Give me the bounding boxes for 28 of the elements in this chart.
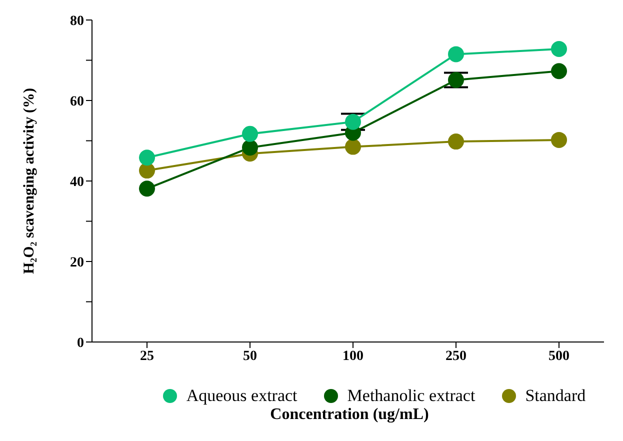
y-tick-label: 40 bbox=[70, 174, 84, 190]
point bbox=[139, 162, 155, 179]
y-tick-label: 20 bbox=[70, 255, 84, 270]
point bbox=[139, 150, 155, 166]
point bbox=[139, 180, 155, 197]
y-axis-title: H₂O₂ scavenging activity (%) bbox=[21, 88, 38, 274]
point bbox=[551, 63, 567, 80]
x-tick-label: 25 bbox=[140, 348, 154, 364]
point bbox=[551, 132, 567, 148]
x-axis-title: Concentration (ug/mL) bbox=[269, 406, 430, 424]
point bbox=[345, 138, 361, 155]
point bbox=[551, 40, 567, 57]
x-tick-label: 250 bbox=[446, 348, 466, 364]
y-tick-label: 0 bbox=[77, 336, 84, 351]
legend-label: Standard bbox=[525, 386, 586, 406]
x-tick-label: 50 bbox=[243, 348, 257, 364]
x-tick-label: 100 bbox=[342, 348, 364, 364]
point bbox=[448, 72, 464, 88]
point bbox=[345, 114, 361, 130]
point bbox=[242, 140, 258, 156]
legend-label: Aqueous extract bbox=[186, 386, 298, 406]
point bbox=[448, 46, 464, 62]
point bbox=[242, 126, 258, 142]
x-tick-label: 500 bbox=[548, 348, 570, 364]
legend-label: Methanolic extract bbox=[347, 386, 476, 406]
y-tick-label: 80 bbox=[70, 14, 84, 29]
point bbox=[448, 134, 464, 150]
y-tick-label: 60 bbox=[70, 94, 84, 110]
